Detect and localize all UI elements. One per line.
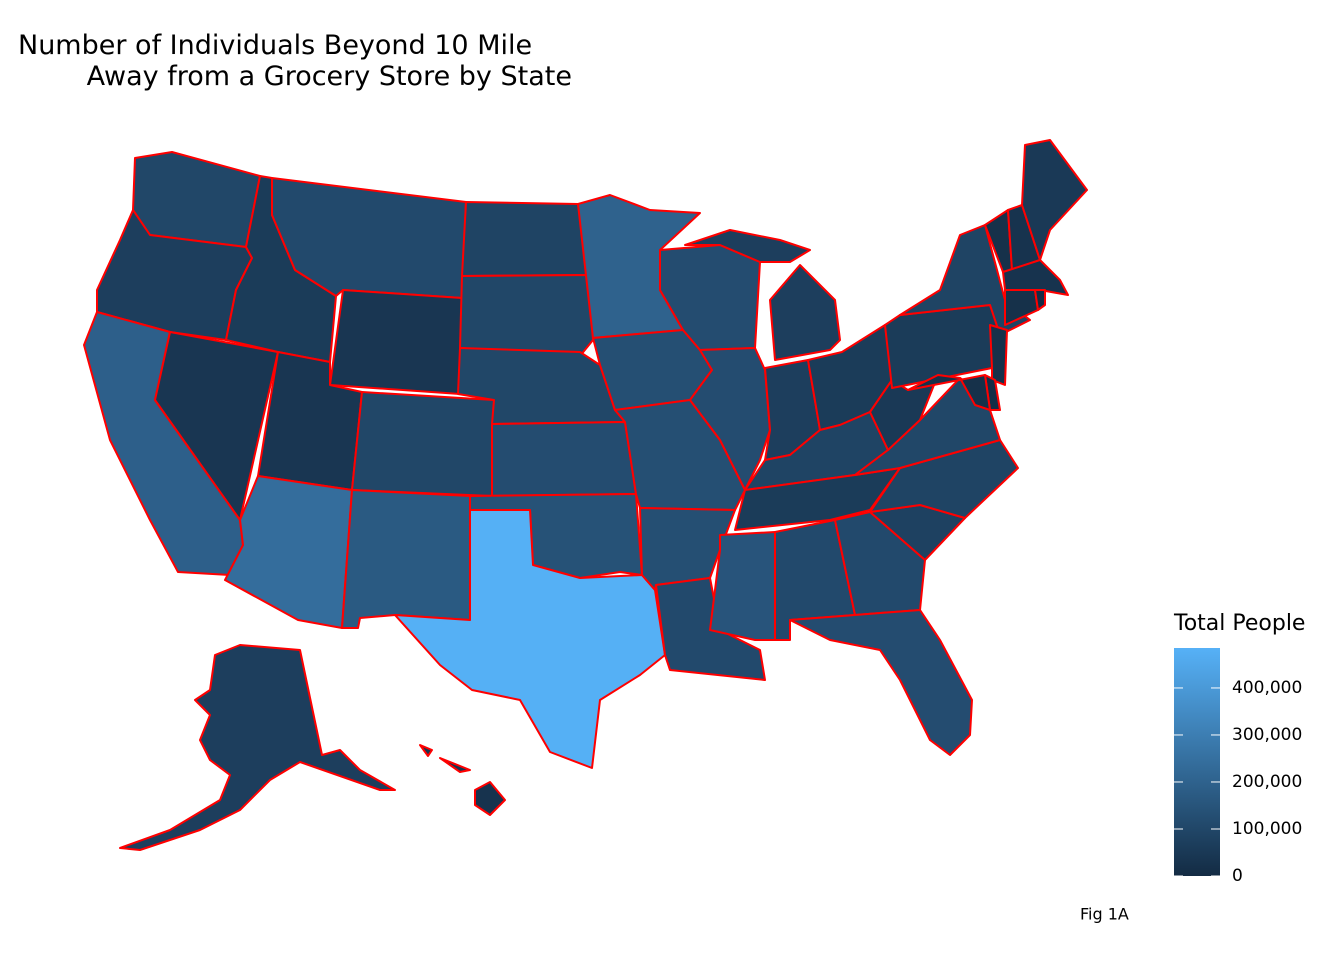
region xyxy=(789,609,973,756)
region xyxy=(709,531,776,641)
region xyxy=(341,489,471,629)
legend-tick-label: 300,000 xyxy=(1232,725,1302,745)
region xyxy=(419,744,506,816)
region xyxy=(394,509,666,769)
region xyxy=(132,151,261,248)
legend-tick-label: 100,000 xyxy=(1232,819,1302,839)
color-bar xyxy=(1174,648,1220,876)
region xyxy=(989,324,1008,386)
legend-tick-label: 0 xyxy=(1232,866,1243,886)
chart-title: Number of Individuals Beyond 10 Mile Awa… xyxy=(18,30,572,92)
legend-tick-label: 200,000 xyxy=(1232,772,1302,792)
region xyxy=(689,347,771,491)
caption: Fig 1A xyxy=(1080,905,1129,924)
region xyxy=(684,229,841,361)
map xyxy=(83,139,1088,851)
region xyxy=(461,201,591,277)
region xyxy=(1034,289,1046,311)
region xyxy=(907,374,991,411)
region xyxy=(491,421,637,497)
legend-tick-label: 400,000 xyxy=(1232,678,1302,698)
legend: 0 100,000 200,000 300,000 400,000 xyxy=(1174,678,1302,886)
region xyxy=(834,511,926,616)
region xyxy=(329,289,463,395)
region xyxy=(351,391,495,497)
legend-title: Total People xyxy=(1173,611,1305,636)
region xyxy=(459,274,594,357)
region xyxy=(119,644,396,851)
